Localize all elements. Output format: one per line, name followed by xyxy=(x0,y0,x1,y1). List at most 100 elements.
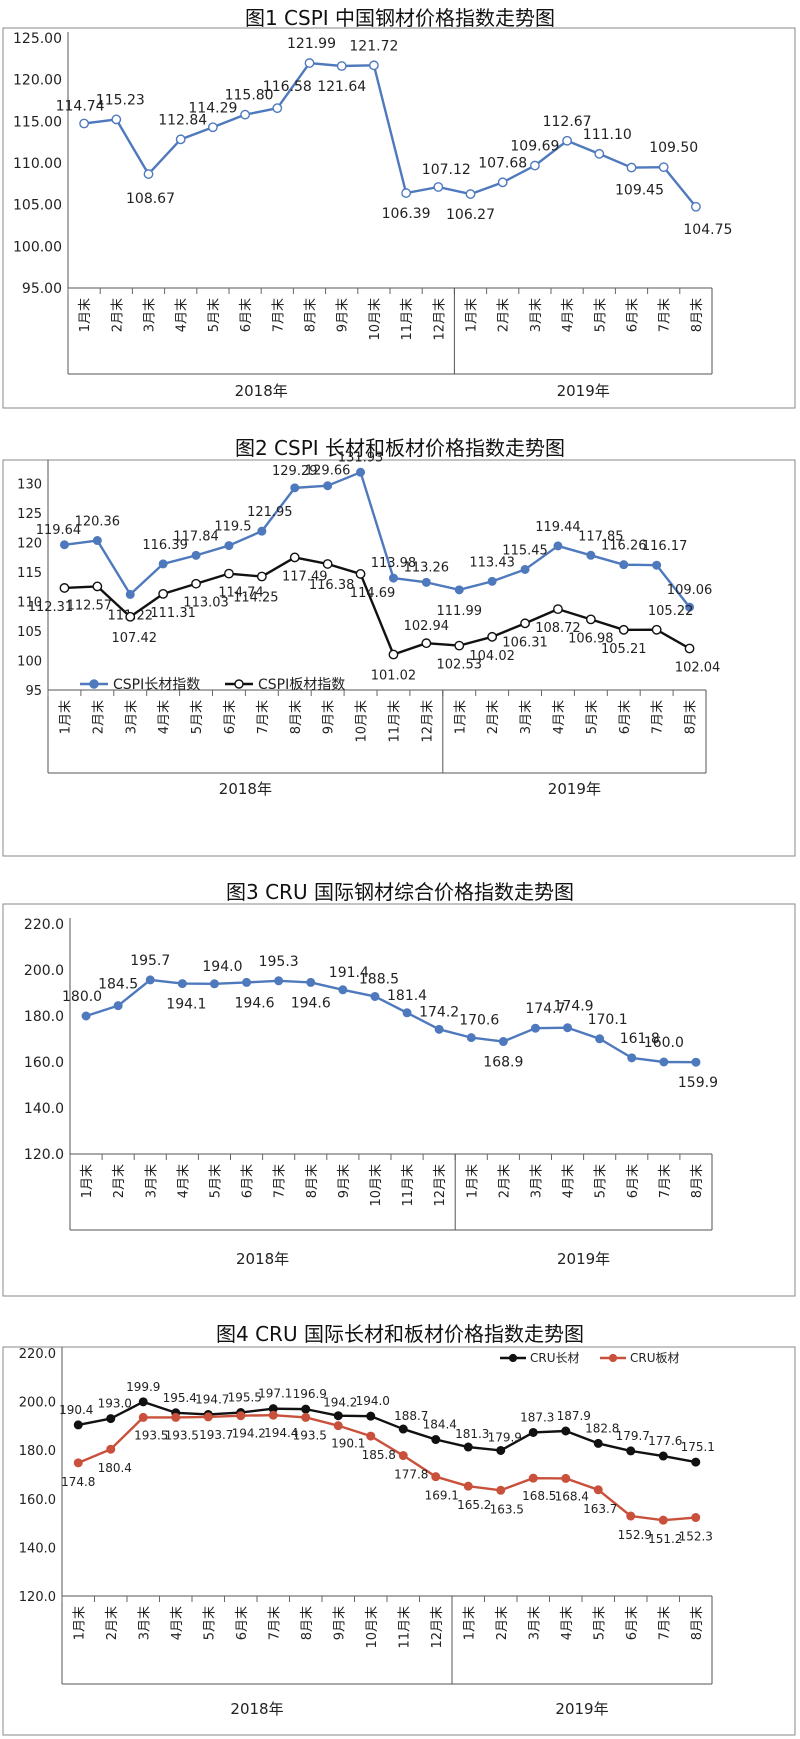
x-tick-label: 11月末 xyxy=(397,1606,412,1649)
data-point xyxy=(553,604,563,615)
y-tick-label: 220.0 xyxy=(19,1347,56,1362)
data-point xyxy=(553,541,563,551)
data-label: 170.1 xyxy=(588,1012,628,1028)
data-label: 161.8 xyxy=(620,1031,660,1047)
data-point xyxy=(685,602,695,612)
figure-2: 图2 CSPI 长材和板材价格指数走势图 95 100 105 110 115 120 12… xyxy=(0,428,800,860)
data-label: 116.17 xyxy=(642,539,688,554)
y-tick-label: 180.0 xyxy=(24,1009,64,1025)
data-label: 104.75 xyxy=(683,222,732,238)
x-tick-label: 6月末 xyxy=(223,700,238,734)
legend-label: CRU板材 xyxy=(630,1351,680,1365)
data-point xyxy=(366,1431,376,1441)
data-point xyxy=(496,1485,506,1495)
data-label: 115.80 xyxy=(225,88,274,104)
data-label: 160.0 xyxy=(644,1035,684,1051)
x-tick-label: 1月末 xyxy=(58,700,73,734)
data-point xyxy=(520,564,530,574)
x-tick-label: 7月末 xyxy=(256,700,271,734)
data-label: 115.23 xyxy=(96,92,145,108)
figure-3-title: 图3 CRU 国际钢材综合价格指数走势图 xyxy=(226,880,574,904)
x-tick-label: 1月末 xyxy=(462,1606,477,1640)
legend-swatch-marker xyxy=(608,1353,618,1363)
data-point xyxy=(268,1410,278,1420)
data-label: 121.99 xyxy=(287,36,336,52)
data-point xyxy=(240,109,251,120)
y-tick-label: 140.0 xyxy=(19,1541,56,1556)
y-tick-label: 180.0 xyxy=(19,1444,56,1459)
x-tick-label: 8月末 xyxy=(690,298,705,332)
data-label: 109.69 xyxy=(510,139,559,155)
x-tick-label: 6月末 xyxy=(625,1606,640,1640)
data-point xyxy=(593,1485,603,1495)
data-label: 109.06 xyxy=(667,583,713,598)
data-label: 179.7 xyxy=(616,1429,650,1443)
data-label: 197.1 xyxy=(258,1387,292,1401)
data-label: 193.7 xyxy=(199,1428,233,1442)
data-point xyxy=(561,1473,571,1483)
data-label: 116.38 xyxy=(309,578,355,593)
data-point xyxy=(338,985,348,995)
data-label: 120.36 xyxy=(75,515,121,530)
data-label: 115.45 xyxy=(502,543,548,558)
data-label: 179.9 xyxy=(488,1430,522,1444)
data-point xyxy=(224,568,234,579)
x-tick-label: 3月末 xyxy=(527,1606,542,1640)
data-point xyxy=(454,585,464,595)
data-label: 111.99 xyxy=(437,604,483,619)
data-point xyxy=(256,571,267,582)
x-tick-label: 3月末 xyxy=(529,298,544,332)
data-point xyxy=(158,588,169,599)
x-tick-label: 9月末 xyxy=(336,298,351,332)
data-label: 195.7 xyxy=(130,953,170,969)
data-label: 193.5 xyxy=(293,1428,327,1442)
data-point xyxy=(651,624,662,635)
data-label: 108.72 xyxy=(535,621,581,636)
data-label: 113.98 xyxy=(371,556,417,571)
data-point xyxy=(177,979,187,989)
data-label: 152.9 xyxy=(618,1528,652,1542)
x-tick-label: 1月末 xyxy=(78,298,93,332)
y-tick-label: 125.00 xyxy=(13,31,62,47)
figure-4-chart: 120.0 140.0 160.0 180.0 200.0 220.0 2018年 2019年… xyxy=(2,1346,796,1736)
x-tick-label: 6月末 xyxy=(626,298,641,332)
data-label: 180.4 xyxy=(98,1461,132,1475)
x-tick-label: 3月末 xyxy=(137,1606,152,1640)
data-label: 111.10 xyxy=(583,127,632,143)
figure-4-title: 图4 CRU 国际长材和板材价格指数走势图 xyxy=(216,1322,584,1346)
x-tick-label: 7月末 xyxy=(267,1606,282,1640)
chart-frame xyxy=(2,459,796,857)
figure-1: 图1 CSPI 中国钢材价格指数走势图 95.00 100.00 105.00 110… xyxy=(0,0,800,412)
year-label: 2018年 xyxy=(236,1250,289,1268)
x-tick-label: 3月末 xyxy=(124,700,139,734)
data-point xyxy=(356,467,366,477)
data-label: 194.4 xyxy=(264,1426,298,1440)
data-label: 112.31 xyxy=(28,600,74,615)
x-tick-label: 5月末 xyxy=(593,298,608,332)
data-label: 194.6 xyxy=(235,995,275,1011)
data-point xyxy=(336,61,347,71)
data-point xyxy=(691,1457,701,1467)
data-label: 177.8 xyxy=(394,1468,428,1482)
x-tick-label: 11月末 xyxy=(387,700,402,743)
x-tick-label: 10月末 xyxy=(368,298,383,341)
x-tick-label: 7月末 xyxy=(273,1164,288,1198)
data-point xyxy=(355,569,366,579)
data-label: 193.5 xyxy=(165,1428,199,1442)
data-label: 107.68 xyxy=(478,155,527,171)
data-label: 116.39 xyxy=(142,538,188,553)
x-tick-label: 9月末 xyxy=(337,1164,352,1198)
data-label: 102.94 xyxy=(404,619,450,634)
data-label: 129.66 xyxy=(305,464,351,479)
data-label: 190.4 xyxy=(59,1403,93,1417)
data-label: 119.64 xyxy=(36,523,82,538)
data-label: 195.4 xyxy=(163,1391,197,1405)
data-point xyxy=(433,182,444,192)
data-point xyxy=(684,643,695,654)
data-label: 106.31 xyxy=(502,635,548,650)
data-point xyxy=(627,1053,637,1063)
data-point xyxy=(106,1444,116,1454)
data-point xyxy=(125,611,136,622)
data-point xyxy=(366,1411,376,1421)
x-tick-label: 7月末 xyxy=(657,1606,672,1640)
